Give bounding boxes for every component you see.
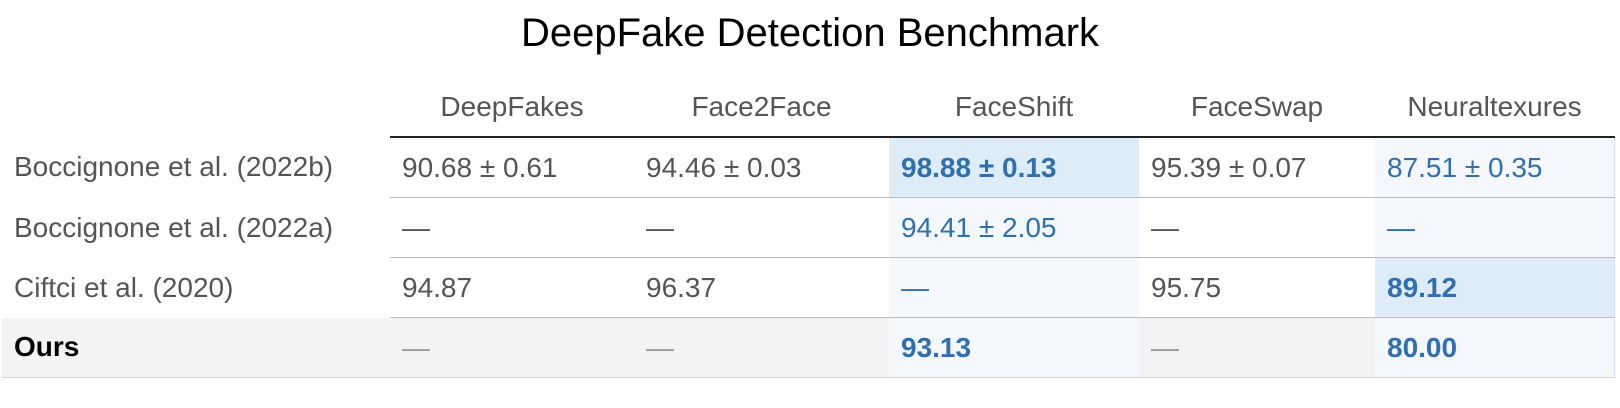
row-label-ours: Ours xyxy=(2,317,390,378)
table-row: Boccignone et al. (2022b) 90.68 ± 0.61 9… xyxy=(2,137,1615,198)
header-row: DeepFakes Face2Face FaceShift FaceSwap N… xyxy=(2,78,1614,138)
table-cell-highlight: 87.51 ± 0.35 xyxy=(1375,137,1615,198)
row-label: Ciftci et al. (2020) xyxy=(14,271,234,303)
row-label: Boccignone et al. (2022a) xyxy=(14,211,334,243)
column-header-faceswap: FaceSwap xyxy=(1139,78,1375,138)
table-cell: 96.37 xyxy=(634,257,889,318)
table-cell: — xyxy=(634,317,889,378)
column-header-neuraltexures: Neuraltexures xyxy=(1375,78,1614,138)
table-row: Boccignone et al. (2022a) — — 94.41 ± 2.… xyxy=(2,197,1615,258)
column-header-faceshift: FaceShift xyxy=(889,78,1139,138)
table-cell: — xyxy=(1139,317,1375,378)
row-label: Boccignone et al. (2022b) xyxy=(14,151,334,183)
benchmark-table-container: DeepFakes Face2Face FaceShift FaceSwap N… xyxy=(2,78,1615,378)
table-cell-highlight: 93.13 xyxy=(889,317,1139,378)
column-header-face2face: Face2Face xyxy=(634,78,889,138)
table-cell: — xyxy=(390,317,634,378)
table-cell: — xyxy=(390,197,634,258)
table-cell: — xyxy=(1139,197,1375,258)
table-cell: 95.39 ± 0.07 xyxy=(1139,137,1375,198)
table-cell: 94.46 ± 0.03 xyxy=(634,137,889,198)
table-cell: 94.87 xyxy=(390,257,634,318)
header-corner xyxy=(2,78,390,137)
table-cell-highlight: 80.00 xyxy=(1375,317,1615,378)
table-cell: 90.68 ± 0.61 xyxy=(390,137,634,198)
chart-title: DeepFake Detection Benchmark xyxy=(520,11,1100,55)
table-row: Ciftci et al. (2020) 94.87 96.37 — 95.75… xyxy=(2,257,1615,318)
column-header-deepfakes: DeepFakes xyxy=(390,78,634,138)
benchmark-table: DeepFakes Face2Face FaceShift FaceSwap N… xyxy=(2,78,1615,378)
table-cell-highlight: — xyxy=(889,257,1139,318)
table-cell-best: 89.12 xyxy=(1375,257,1615,318)
table-cell: 95.75 xyxy=(1139,257,1375,318)
table-cell: — xyxy=(634,197,889,258)
table-cell-highlight: 94.41 ± 2.05 xyxy=(889,197,1139,258)
table-row-ours: Ours — — 93.13 — 80.00 xyxy=(2,317,1615,378)
table-cell-best: 98.88 ± 0.13 xyxy=(889,137,1139,198)
table-cell-highlight: — xyxy=(1375,197,1615,258)
